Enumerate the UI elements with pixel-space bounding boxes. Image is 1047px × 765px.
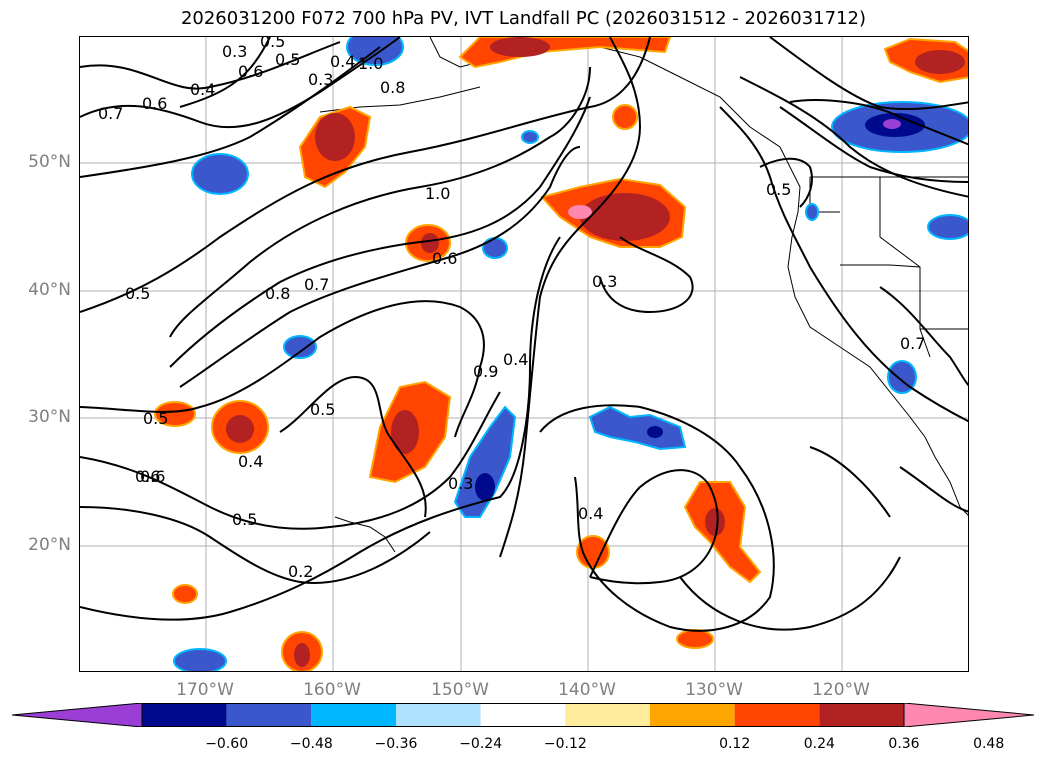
colorbar-segment bbox=[311, 703, 396, 727]
colorbar-segment bbox=[142, 703, 227, 727]
pv-negative-anomalies bbox=[173, 37, 968, 671]
contour-label: 0.4 bbox=[330, 52, 355, 71]
contour-label: 0.5 bbox=[260, 37, 285, 51]
contour-labels: 0.3 0.5 0.4 0.6 0.7 1.0 0.8 0.4 0.5 0.6 … bbox=[98, 37, 925, 581]
contour-label: 0.4 bbox=[503, 350, 528, 369]
ivt-contours bbox=[80, 37, 968, 632]
colorbar-segment bbox=[819, 703, 904, 727]
contour-label: 0.2 bbox=[288, 562, 313, 581]
contour-label: 0.5 bbox=[232, 510, 257, 529]
contour-label: 0.7 bbox=[900, 334, 925, 353]
colorbar-tick-label: −0.48 bbox=[289, 736, 333, 752]
contour-label: 0.3 bbox=[448, 474, 473, 493]
colorbar-extend-min bbox=[12, 703, 143, 727]
contour-label: 0.4 bbox=[578, 504, 603, 523]
lon-label-170w: 170°W bbox=[176, 680, 234, 700]
colorbar-tick-label: −0.12 bbox=[543, 736, 587, 752]
contour-label: 0.4 bbox=[190, 80, 215, 99]
contour-label: 0.6 bbox=[432, 249, 457, 268]
map-panel: 0.3 0.5 0.4 0.6 0.7 1.0 0.8 0.4 0.5 0.6 … bbox=[79, 36, 969, 672]
contour-label: 0.3 bbox=[592, 272, 617, 291]
contour-label: 1.0 bbox=[425, 184, 450, 203]
colorbar bbox=[12, 703, 1034, 727]
lon-label-120w: 120°W bbox=[812, 680, 870, 700]
colorbar-segments bbox=[12, 703, 1034, 727]
colorbar-tick-label: −0.36 bbox=[374, 736, 418, 752]
contour-label: 0.4 bbox=[238, 452, 263, 471]
contour-label: 0.7 bbox=[304, 275, 329, 294]
contour-label: 1.0 bbox=[358, 54, 383, 73]
contour-label: 0.3 bbox=[308, 70, 333, 89]
colorbar-tick-label: −0.24 bbox=[459, 736, 503, 752]
colorbar-segment bbox=[734, 703, 820, 727]
lat-label-30n: 30°N bbox=[28, 407, 71, 427]
contour-label: 0.9 bbox=[473, 362, 498, 381]
lat-label-20n: 20°N bbox=[28, 535, 71, 555]
colorbar-border bbox=[141, 703, 905, 727]
lon-label-140w: 140°W bbox=[558, 680, 616, 700]
colorbar-tick-label: 0.12 bbox=[719, 736, 751, 752]
chart-title: 2026031200 F072 700 hPa PV, IVT Landfall… bbox=[180, 8, 867, 29]
lat-label-40n: 40°N bbox=[28, 280, 71, 300]
contour-label: 0.6 bbox=[142, 94, 167, 113]
contour-label: 0.5 bbox=[143, 409, 168, 428]
colorbar-segment bbox=[396, 703, 481, 727]
contour-label: 0.6 bbox=[140, 467, 165, 486]
colorbar-extend-max bbox=[903, 703, 1034, 727]
lon-label-130w: 130°W bbox=[685, 680, 743, 700]
pv-positive-anomalies bbox=[154, 37, 968, 671]
contour-label: 0.6 bbox=[135, 467, 160, 486]
contour-label: 0.8 bbox=[265, 284, 290, 303]
colorbar-segment bbox=[565, 703, 650, 727]
colorbar-tick-label: 0.24 bbox=[803, 736, 835, 752]
contour-label: 0.5 bbox=[275, 50, 300, 69]
contour-label: 0.5 bbox=[766, 180, 791, 199]
contour-label: 0.5 bbox=[125, 284, 150, 303]
contour-label: 0.3 bbox=[222, 42, 247, 61]
colorbar-segment bbox=[226, 703, 312, 727]
colorbar-segment bbox=[650, 703, 735, 727]
colorbar-tick-label: 0.36 bbox=[888, 736, 920, 752]
map-graphic: 0.3 0.5 0.4 0.6 0.7 1.0 0.8 0.4 0.5 0.6 … bbox=[80, 37, 968, 671]
colorbar-tick-label: −0.60 bbox=[205, 736, 249, 752]
lat-label-50n: 50°N bbox=[28, 152, 71, 172]
contour-label: 0.8 bbox=[380, 78, 405, 97]
lon-label-160w: 160°W bbox=[303, 680, 361, 700]
colorbar-segment bbox=[480, 703, 566, 727]
contour-label: 0.5 bbox=[310, 400, 335, 419]
colorbar-tick-label: 0.48 bbox=[973, 736, 1005, 752]
lon-label-150w: 150°W bbox=[431, 680, 489, 700]
contour-label: 0.6 bbox=[238, 62, 263, 81]
contour-label: 0.7 bbox=[98, 104, 123, 123]
